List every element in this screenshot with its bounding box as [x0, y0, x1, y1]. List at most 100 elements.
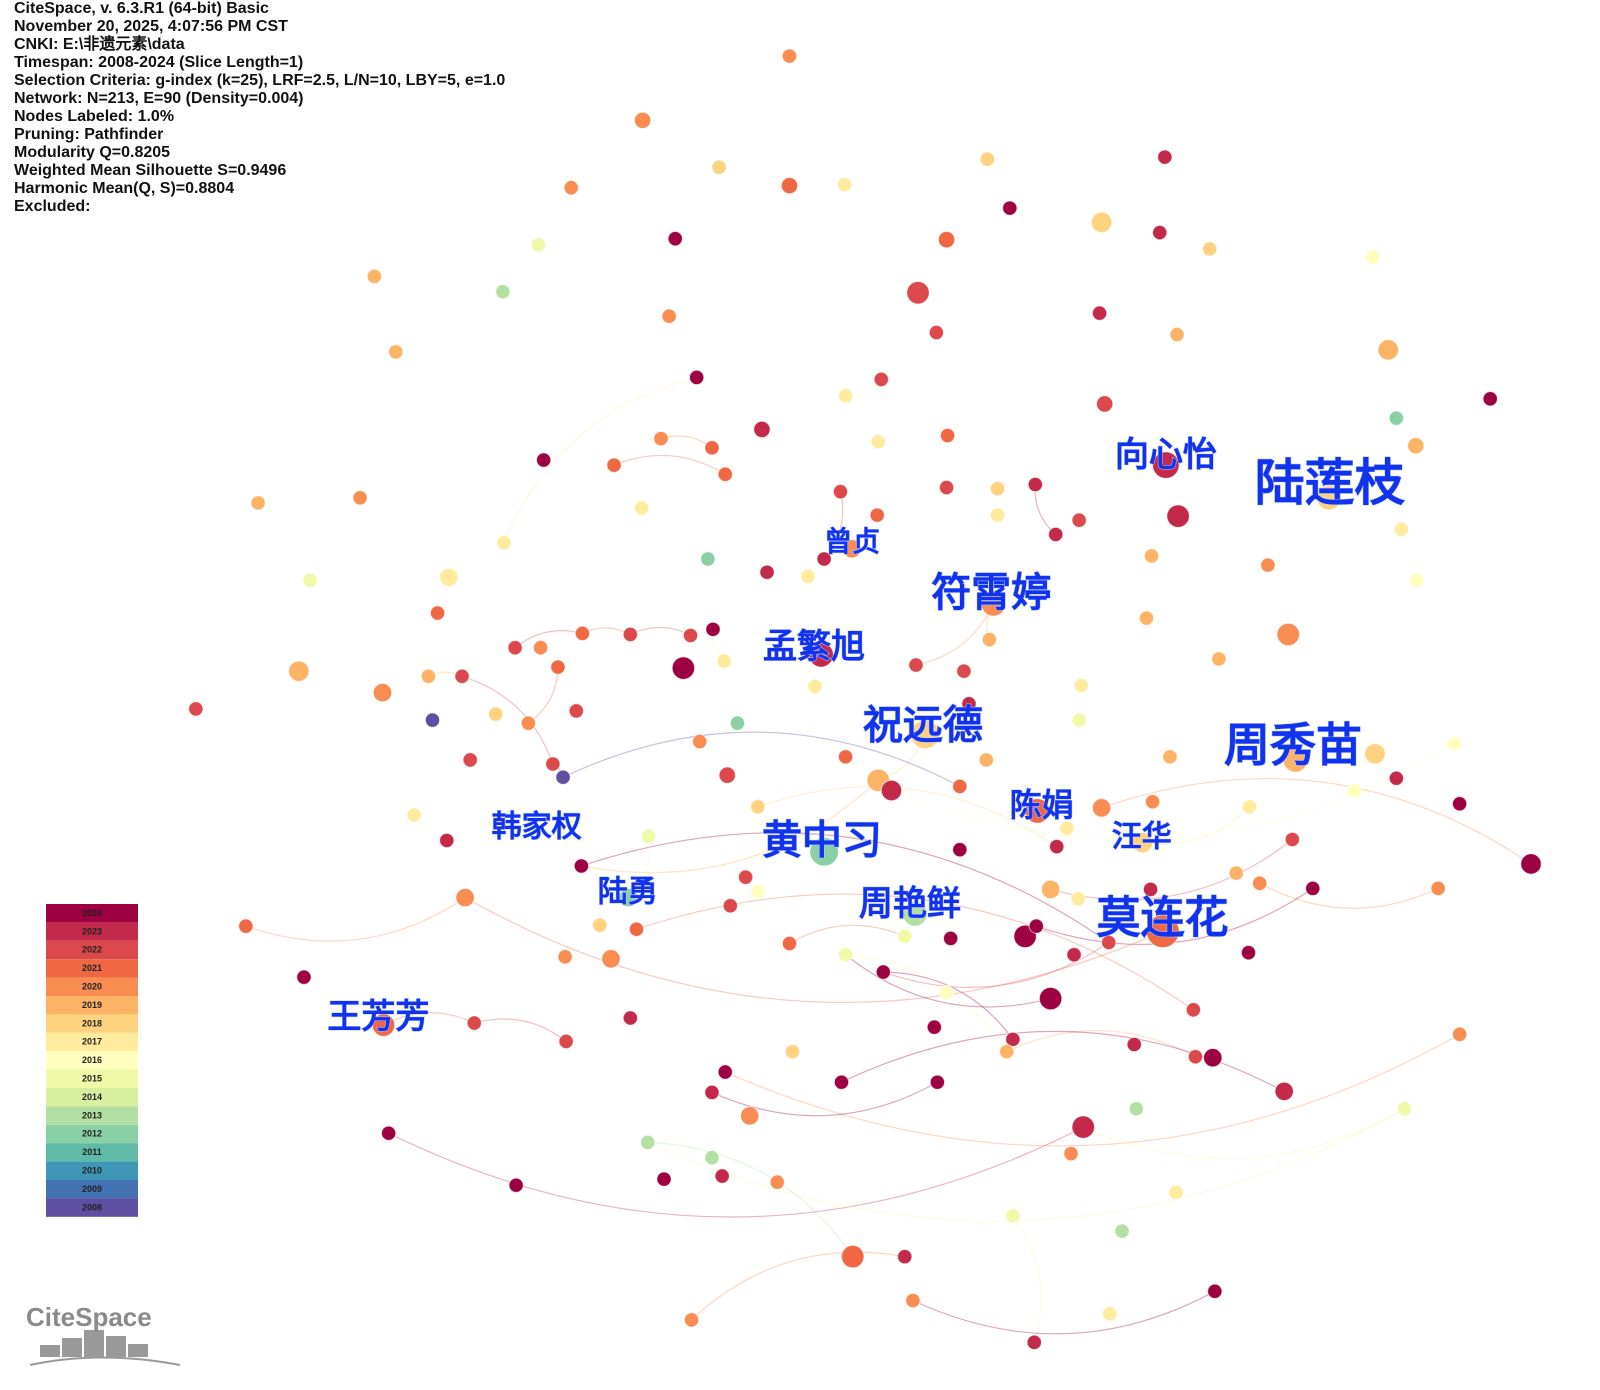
node: [704, 440, 720, 456]
node: [1482, 391, 1498, 407]
node: [462, 752, 478, 768]
node: [750, 799, 766, 815]
legend-year: 2019: [82, 1000, 102, 1010]
legend-year: 2021: [82, 963, 102, 973]
edge: [845, 954, 1008, 1052]
legend-swatch: [46, 1180, 138, 1199]
node: [530, 237, 547, 253]
legend-swatch: [46, 977, 138, 996]
node: [550, 659, 566, 675]
legend-year: 2014: [82, 1092, 102, 1102]
node: [722, 898, 738, 914]
node: [837, 388, 854, 404]
edge: [789, 924, 905, 945]
logo-bar: [84, 1330, 104, 1357]
node: [1409, 572, 1425, 589]
node: [573, 858, 590, 874]
node: [1145, 914, 1180, 949]
node: [545, 756, 561, 772]
legend-swatch: [46, 1014, 138, 1033]
node: [740, 1106, 760, 1126]
node: [689, 369, 705, 386]
node: [729, 715, 746, 731]
node: [902, 901, 928, 927]
node-label: 祝远德: [863, 702, 983, 748]
year-legend: 2024 2023 2022 2021 2020 2019 2018 2017 2016 2015…: [46, 904, 138, 1217]
node: [989, 507, 1006, 523]
node: [750, 883, 766, 900]
node: [837, 749, 854, 765]
node: [704, 1084, 720, 1101]
node: [622, 626, 638, 643]
edge: [636, 893, 1194, 1011]
node: [1377, 339, 1399, 361]
node: [1207, 1283, 1223, 1299]
node: [488, 706, 504, 722]
node: [1142, 881, 1159, 898]
logo: CiteSpace: [26, 1302, 181, 1366]
header-line: Nodes Labeled: 1.0%: [14, 108, 174, 125]
node: [1048, 526, 1064, 543]
node: [1346, 782, 1363, 799]
node: [1166, 504, 1190, 528]
legend-year: 2017: [82, 1037, 102, 1047]
node: [1203, 1048, 1223, 1068]
edge: [388, 1126, 1084, 1218]
node: [1071, 712, 1087, 728]
node: [1128, 1101, 1144, 1117]
node: [1202, 241, 1218, 257]
node: [1070, 890, 1086, 907]
node: [1138, 610, 1155, 626]
node-label: 王芳芳: [327, 997, 429, 1037]
legend-year: 2018: [82, 1018, 102, 1028]
legend-year: 2024: [82, 908, 102, 918]
logo-bar: [62, 1338, 82, 1357]
node: [508, 1177, 524, 1193]
node: [897, 1249, 913, 1265]
node: [1027, 476, 1043, 493]
node: [1038, 986, 1063, 1011]
edge: [461, 675, 554, 765]
node: [622, 1010, 638, 1026]
node: [1026, 1334, 1042, 1350]
node: [536, 452, 552, 468]
node: [718, 766, 736, 784]
node-label: 陆勇: [598, 875, 658, 910]
node: [1211, 651, 1227, 667]
node: [704, 1150, 720, 1166]
node: [1143, 548, 1160, 564]
edge: [464, 897, 1164, 1003]
node-label: 向心怡: [1115, 435, 1217, 475]
node: [1364, 743, 1386, 765]
node-label: 孟繁旭: [763, 627, 865, 667]
node: [939, 427, 956, 444]
node: [302, 572, 318, 589]
node: [897, 928, 913, 944]
edge: [841, 1030, 1285, 1092]
header-line: CNKI: E:\非遗元素\data: [14, 34, 185, 53]
node: [1284, 831, 1300, 848]
node: [717, 466, 733, 482]
node: [507, 640, 523, 656]
edge: [891, 743, 1455, 840]
edge: [647, 1108, 1405, 1222]
node: [628, 921, 645, 937]
node-label: 陈娟: [1010, 786, 1074, 824]
node: [870, 434, 886, 450]
edge: [912, 1290, 1216, 1335]
node: [938, 479, 955, 496]
node: [1276, 622, 1300, 647]
node: [956, 663, 972, 679]
node: [769, 1174, 785, 1190]
node: [1228, 865, 1244, 881]
node: [640, 1134, 656, 1151]
node: [875, 964, 891, 980]
node: [633, 111, 652, 130]
node: [1168, 1184, 1184, 1201]
node: [366, 268, 382, 285]
node: [1091, 798, 1112, 818]
node: [380, 1125, 397, 1141]
legend-year: 2022: [82, 945, 102, 955]
node: [1451, 1026, 1468, 1042]
legend-year: 2020: [82, 981, 102, 991]
